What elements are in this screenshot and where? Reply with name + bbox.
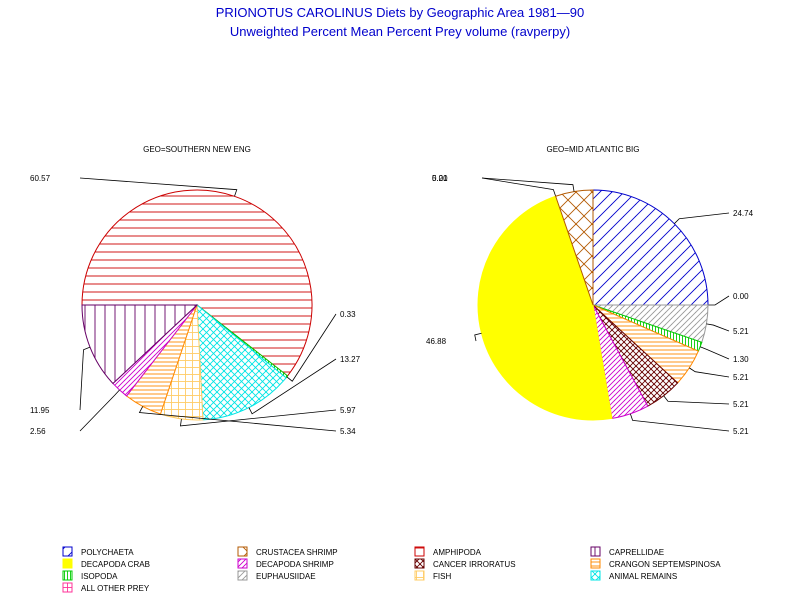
legend-item-polychaeta: POLYCHAETA: [62, 546, 134, 557]
leader-line: [706, 323, 730, 332]
legend-swatch: [414, 570, 425, 581]
slice-value-label: 5.21: [733, 427, 749, 436]
legend-label: DECAPODA CRAB: [81, 560, 150, 569]
leader-line: [674, 212, 730, 224]
pie-slice-crustacea-shrimp: [555, 189, 594, 306]
legend-item-amphipoda: AMPHIPODA: [414, 546, 482, 557]
legend-label: POLYCHAETA: [81, 548, 134, 557]
leader-line: [481, 177, 575, 192]
legend-swatch: [414, 546, 425, 557]
legend-label: ANIMAL REMAINS: [609, 572, 677, 581]
legend-swatch: [237, 570, 248, 581]
legend-label: AMPHIPODA: [433, 548, 482, 557]
slice-value-label: 46.88: [426, 337, 447, 346]
pie-geo-southern-new-eng: GEO=SOUTHERN NEW ENG 60.57 0.33 13.27 5.97 5.…: [30, 145, 361, 436]
legend-swatch: [237, 558, 248, 569]
legend: POLYCHAETA CRUSTACEA SHRIMP AMPHIPODA CAPRE…: [62, 546, 721, 593]
slice-value-label: 2.56: [30, 427, 46, 436]
legend-swatch: [237, 546, 248, 557]
legend-label: CRUSTACEA SHRIMP: [256, 548, 338, 557]
slice-value-label: 5.34: [340, 427, 356, 436]
slice-value-label: 5.21: [432, 174, 448, 183]
legend-swatch: [62, 558, 73, 569]
legend-label: FISH: [433, 572, 451, 581]
leader-line: [79, 389, 120, 432]
pie-slice-animal-remains: [196, 303, 287, 421]
legend-swatch: [62, 546, 73, 557]
leader-line: [248, 358, 337, 415]
legend-item-cancer-irroratus: CANCER IRRORATUS: [414, 558, 516, 569]
leader-line: [663, 395, 730, 405]
legend-swatch: [590, 546, 601, 557]
leader-line: [286, 313, 337, 382]
leader-line: [629, 413, 730, 432]
slice-value-label: 0.33: [340, 310, 356, 319]
pie-title: GEO=SOUTHERN NEW ENG: [143, 145, 251, 154]
pie-panels: GEO=SOUTHERN NEW ENG 60.57 0.33 13.27 5.97 5.…: [30, 145, 754, 436]
pie-geo-mid-atlantic-big: GEO=MID ATLANTIC BIG24.740.005.211.305.2…: [426, 145, 754, 436]
legend-item-caprellidae: CAPRELLIDAE: [590, 546, 664, 557]
legend-swatch: [590, 570, 601, 581]
leader-line: [79, 177, 238, 197]
legend-item-crustacea-shrimp: CRUSTACEA SHRIMP: [237, 546, 338, 557]
legend-item-isopoda: ISOPODA: [62, 570, 118, 581]
leader-line: [481, 177, 557, 197]
chart-subtitle: Unweighted Percent Mean Percent Prey vol…: [230, 24, 570, 39]
legend-item-fish: FISH: [414, 570, 451, 581]
pie-slice-caprellidae: [81, 304, 199, 385]
leader-line: [180, 409, 337, 427]
legend-label: EUPHAUSIIDAE: [256, 572, 316, 581]
pie-slice-decapoda-crab: [477, 195, 613, 421]
slice-value-label: 0.00: [432, 174, 448, 183]
legend-label: ALL OTHER PREY: [81, 584, 150, 593]
slice-value-label: 60.57: [30, 174, 51, 183]
slice-value-label: 11.95: [30, 406, 50, 415]
pie-title: GEO=MID ATLANTIC BIG: [547, 145, 640, 154]
leader-line: [474, 332, 482, 342]
pie-slice-polychaeta: [592, 189, 709, 306]
legend-item-euphausiidae: EUPHAUSIIDAE: [237, 570, 316, 581]
leader-line: [79, 346, 91, 411]
legend-label: CAPRELLIDAE: [609, 548, 664, 557]
slice-value-label: 0.00: [733, 292, 749, 301]
slice-value-label: 5.21: [733, 373, 749, 382]
leader-line: [138, 406, 337, 432]
slice-value-label: 5.97: [340, 406, 356, 415]
legend-label: CANCER IRRORATUS: [433, 560, 516, 569]
slice-value-label: 5.21: [733, 400, 749, 409]
legend-item-decapoda-shrimp: DECAPODA SHRIMP: [237, 558, 334, 569]
legend-label: DECAPODA SHRIMP: [256, 560, 334, 569]
leader-line: [699, 346, 730, 360]
legend-item-crangon-septemspinosa: CRANGON SEPTEMSPINOSA: [590, 558, 721, 569]
slice-value-label: 1.30: [733, 355, 749, 364]
legend-label: ISOPODA: [81, 572, 118, 581]
chart-title: PRIONOTUS CAROLINUS Diets by Geographic …: [216, 5, 584, 20]
legend-swatch: [590, 558, 601, 569]
legend-item-animal-remains: ANIMAL REMAINS: [590, 570, 677, 581]
leader-line: [707, 295, 730, 306]
legend-item-decapoda-crab: DECAPODA CRAB: [62, 558, 150, 569]
leader-line: [689, 367, 730, 378]
legend-swatch: [62, 582, 73, 593]
slice-value-label: 5.21: [733, 327, 749, 336]
slice-value-label: 13.27: [340, 355, 361, 364]
legend-swatch: [414, 558, 425, 569]
pie-slice-amphipoda: [81, 189, 313, 377]
legend-swatch: [62, 570, 73, 581]
legend-label: CRANGON SEPTEMSPINOSA: [609, 560, 721, 569]
slice-value-label: 24.74: [733, 209, 754, 218]
legend-item-all-other-prey: ALL OTHER PREY: [62, 582, 150, 593]
